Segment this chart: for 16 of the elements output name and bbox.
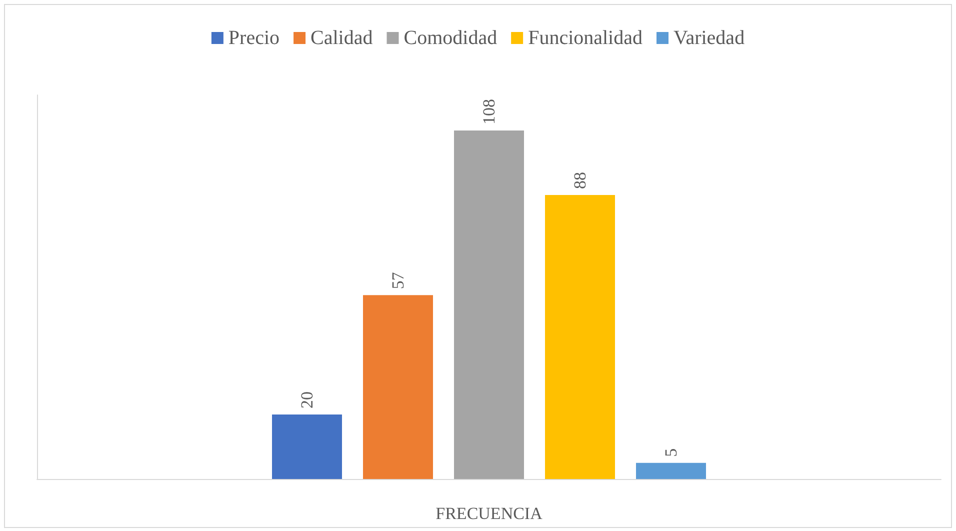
data-label: 108 [480, 98, 498, 124]
data-label: 20 [298, 391, 316, 408]
data-label: 88 [570, 172, 590, 190]
legend-label: Calidad [310, 27, 373, 49]
x-axis-title: FRECUENCIA [436, 504, 544, 523]
bar [363, 295, 433, 479]
legend-label: Variedad [673, 27, 745, 49]
data-label: 57 [388, 272, 408, 290]
bar [545, 195, 615, 479]
data-label: 5 [662, 448, 680, 457]
bar [636, 462, 706, 479]
legend-label: Comodidad [404, 27, 498, 49]
bar [454, 130, 524, 479]
bar [272, 414, 342, 479]
legend-label: Funcionalidad [528, 27, 643, 49]
legend-label: Precio [228, 27, 280, 49]
